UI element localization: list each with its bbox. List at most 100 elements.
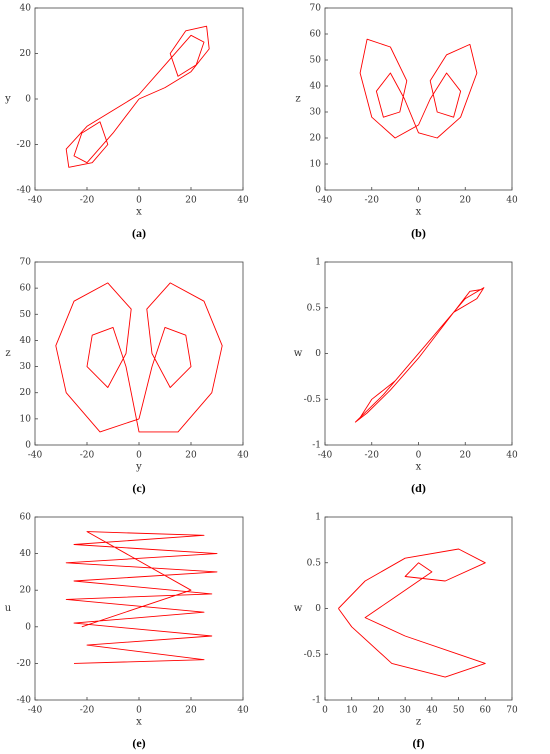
y-axis-label: w	[294, 348, 303, 359]
y-tick-label: 0	[25, 95, 31, 105]
y-tick-label: 40	[20, 4, 32, 14]
y-tick-label: 60	[20, 513, 32, 523]
y-tick-label: -1	[312, 441, 321, 451]
x-tick-label: -20	[80, 451, 95, 461]
y-tick-label: 60	[310, 30, 322, 40]
y-tick-label: 10	[20, 414, 32, 424]
panel-caption: (c)	[132, 481, 145, 495]
x-axis-label: x	[416, 207, 422, 218]
x-tick-label: 10	[346, 706, 358, 716]
x-tick-label: -20	[365, 451, 380, 461]
panel-caption: (a)	[132, 226, 146, 240]
x-tick-label: -20	[80, 706, 95, 716]
panel-caption-text: (e)	[132, 736, 145, 750]
y-axis-label: w	[294, 603, 303, 614]
x-tick-label: 40	[237, 706, 249, 716]
x-tick-label: -20	[80, 196, 95, 206]
trajectory	[359, 38, 478, 139]
panel-caption: (b)	[411, 226, 426, 240]
y-tick-label: 0	[315, 349, 321, 359]
y-tick-label: 20	[310, 134, 322, 144]
x-tick-label: -40	[318, 196, 333, 206]
y-tick-label: -1	[312, 696, 321, 706]
x-tick-label: 0	[322, 706, 328, 716]
panel-caption-text: (f)	[413, 736, 425, 750]
y-tick-label: 50	[310, 56, 322, 66]
y-tick-label: 0.5	[307, 558, 322, 568]
plot-frame	[324, 7, 513, 191]
y-tick-label: 20	[20, 586, 32, 596]
x-tick-label: 20	[185, 706, 197, 716]
y-tick-label: 50	[20, 310, 32, 320]
y-tick-label: -40	[17, 186, 32, 196]
x-tick-label: 20	[185, 451, 197, 461]
y-tick-label: -20	[17, 659, 32, 669]
panel-caption-text: (c)	[132, 481, 145, 495]
trajectory	[65, 531, 218, 664]
y-tick-label: 70	[20, 258, 32, 268]
x-tick-label: 0	[416, 451, 422, 461]
panel-caption: (e)	[132, 736, 145, 750]
plot-frame	[324, 516, 513, 701]
x-tick-label: -40	[28, 196, 43, 206]
trajectory	[354, 287, 485, 423]
x-tick-label: -20	[365, 196, 380, 206]
x-tick-label: 30	[399, 706, 411, 716]
y-tick-label: 1	[315, 258, 321, 268]
x-tick-label: 40	[426, 706, 438, 716]
y-tick-label: 0.5	[307, 303, 322, 313]
y-axis-label: z	[295, 94, 300, 105]
y-tick-label: 0	[25, 441, 31, 451]
x-tick-label: 20	[460, 451, 472, 461]
panel-caption: (f)	[413, 736, 425, 750]
y-tick-label: -20	[17, 140, 32, 150]
y-tick-label: 20	[20, 49, 32, 59]
x-tick-label: -40	[28, 451, 43, 461]
x-axis-label: z	[416, 717, 421, 728]
x-axis-label: x	[136, 717, 142, 728]
x-tick-label: 0	[136, 706, 142, 716]
y-tick-label: 40	[310, 82, 322, 92]
y-axis-label: u	[5, 603, 12, 614]
x-tick-label: 60	[480, 706, 492, 716]
x-tick-label: 70	[506, 706, 518, 716]
x-axis-label: x	[416, 462, 422, 473]
trajectory	[338, 548, 486, 678]
trajectory	[55, 282, 223, 433]
x-axis-label: y	[135, 462, 142, 473]
x-tick-label: 20	[373, 706, 385, 716]
y-tick-label: 30	[20, 362, 32, 372]
y-tick-label: 40	[20, 549, 32, 559]
x-tick-label: -40	[318, 451, 333, 461]
trajectory	[65, 25, 210, 168]
y-tick-label: 0	[25, 622, 31, 632]
y-tick-label: 10	[310, 160, 322, 170]
y-axis-label: z	[5, 348, 10, 359]
panel-caption-text: (b)	[411, 226, 426, 240]
x-tick-label: 40	[506, 196, 518, 206]
y-tick-label: 0	[315, 186, 321, 196]
y-tick-label: 40	[20, 336, 32, 346]
y-tick-label: 0	[315, 604, 321, 614]
x-tick-label: 20	[460, 196, 472, 206]
x-tick-label: 50	[453, 706, 465, 716]
x-tick-label: 40	[506, 451, 518, 461]
x-tick-label: 0	[136, 451, 142, 461]
y-tick-label: -0.5	[304, 395, 322, 405]
y-axis-label: y	[4, 94, 11, 105]
x-tick-label: 0	[136, 196, 142, 206]
y-tick-label: 1	[315, 513, 321, 523]
panel-caption: (d)	[411, 481, 426, 495]
x-tick-label: -40	[28, 706, 43, 716]
y-tick-label: 20	[20, 388, 32, 398]
y-tick-label: 70	[310, 4, 322, 14]
x-axis-label: x	[136, 207, 142, 218]
y-tick-label: -0.5	[304, 650, 322, 660]
x-tick-label: 0	[416, 196, 422, 206]
y-tick-label: 60	[20, 284, 32, 294]
y-tick-label: 30	[310, 108, 322, 118]
x-tick-label: 40	[237, 196, 249, 206]
panel-caption-text: (a)	[132, 226, 146, 240]
